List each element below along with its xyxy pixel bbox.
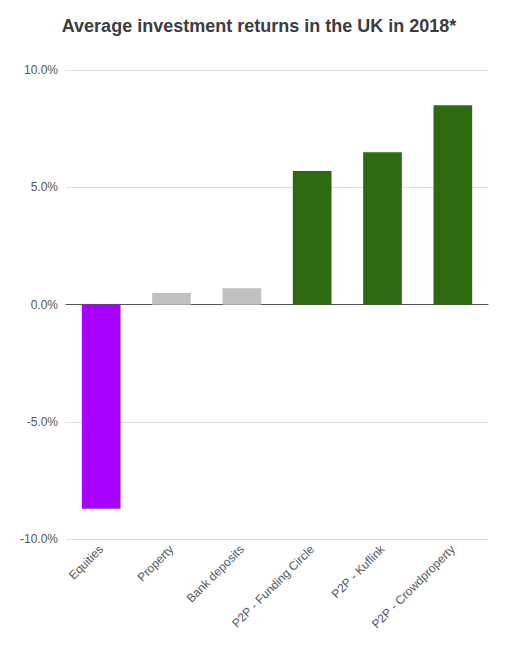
svg-text:P2P - Kuflink: P2P - Kuflink bbox=[329, 542, 388, 601]
svg-text:P2P - Funding Circle: P2P - Funding Circle bbox=[229, 542, 317, 630]
svg-text:Property: Property bbox=[135, 542, 177, 584]
svg-text:-5.0%: -5.0% bbox=[27, 415, 59, 429]
svg-text:5.0%: 5.0% bbox=[31, 180, 59, 194]
svg-text:Bank deposits: Bank deposits bbox=[184, 542, 247, 605]
svg-text:Equities: Equities bbox=[66, 542, 106, 582]
svg-text:Average investment returns in: Average investment returns in the UK in … bbox=[62, 16, 456, 36]
svg-text:0.0%: 0.0% bbox=[31, 298, 59, 312]
svg-text:10.0%: 10.0% bbox=[24, 63, 58, 77]
svg-text:-10.0%: -10.0% bbox=[20, 532, 58, 546]
svg-text:P2P - Crowdproperty: P2P - Crowdproperty bbox=[369, 542, 458, 631]
